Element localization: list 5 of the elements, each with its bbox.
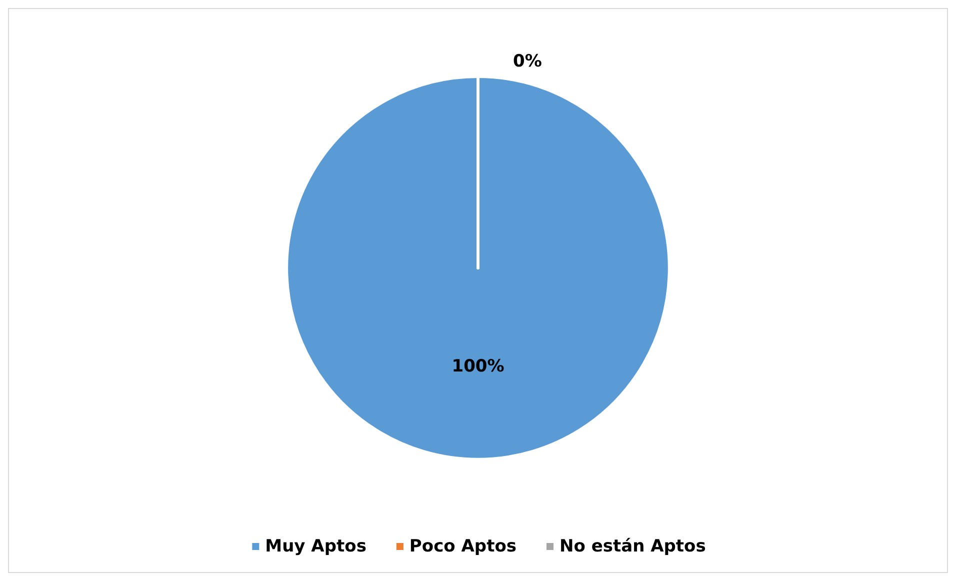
legend-label: Muy Aptos xyxy=(265,536,366,556)
data-label: 100% xyxy=(452,356,504,377)
legend-label: No están Aptos xyxy=(559,536,706,556)
text: 0% xyxy=(513,52,542,72)
legend-label: Poco Aptos xyxy=(409,536,517,556)
